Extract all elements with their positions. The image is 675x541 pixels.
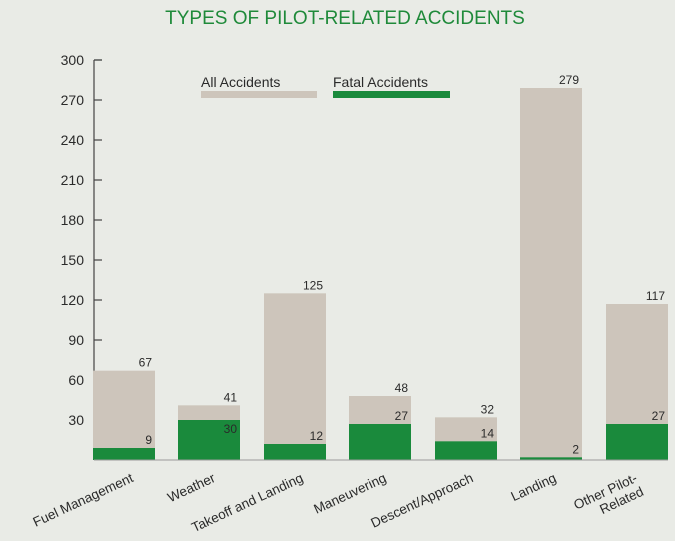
category-label: Other Pilot-Related bbox=[571, 470, 646, 526]
bar-fatal-accidents bbox=[349, 424, 411, 460]
category-label: Weather bbox=[165, 470, 218, 505]
data-label-all: 48 bbox=[395, 381, 409, 395]
bar-fatal-accidents bbox=[178, 420, 240, 460]
data-label-fatal: 30 bbox=[224, 422, 238, 436]
y-tick-label: 120 bbox=[61, 292, 85, 308]
bar-fatal-accidents bbox=[435, 441, 497, 460]
bar-fatal-accidents bbox=[520, 457, 582, 460]
legend: All Accidents Fatal Accidents bbox=[201, 74, 450, 98]
data-label-fatal: 27 bbox=[652, 409, 666, 423]
category-label-text: Fuel Management bbox=[31, 470, 136, 530]
data-label-all: 67 bbox=[139, 356, 153, 370]
legend-label: Fatal Accidents bbox=[333, 74, 428, 90]
y-tick-label: 240 bbox=[61, 132, 85, 148]
y-tick-label: 60 bbox=[68, 372, 84, 388]
bars: 67 9 41 30 125 12 48 27 32 14 279 2 117 27 bbox=[93, 73, 668, 461]
data-label-all: 279 bbox=[559, 73, 579, 87]
category-label-text: Weather bbox=[165, 470, 218, 505]
bar-fatal-accidents bbox=[606, 424, 668, 460]
y-axis: 30 60 90 120 150 180 210 240 270 300 bbox=[61, 52, 102, 460]
y-tick-label: 30 bbox=[68, 412, 84, 428]
y-tick-label: 270 bbox=[61, 92, 85, 108]
y-tick-label: 210 bbox=[61, 172, 85, 188]
legend-label: All Accidents bbox=[201, 74, 280, 90]
data-label-all: 125 bbox=[303, 278, 323, 292]
y-tick-label: 180 bbox=[61, 212, 85, 228]
legend-swatch bbox=[333, 91, 450, 98]
data-label-fatal: 2 bbox=[572, 442, 579, 456]
y-tick-label: 150 bbox=[61, 252, 85, 268]
data-label-fatal: 14 bbox=[481, 426, 495, 440]
y-tick-label: 90 bbox=[68, 332, 84, 348]
category-label: Fuel Management bbox=[31, 470, 136, 530]
category-label: Landing bbox=[509, 470, 559, 504]
data-label-fatal: 27 bbox=[395, 409, 409, 423]
legend-swatch bbox=[201, 91, 317, 98]
data-label-all: 32 bbox=[481, 402, 495, 416]
category-label: Maneuvering bbox=[311, 470, 388, 517]
chart-title: TYPES OF PILOT-RELATED ACCIDENTS bbox=[165, 8, 525, 29]
data-label-all: 41 bbox=[224, 390, 238, 404]
bar-fatal-accidents bbox=[264, 444, 326, 460]
bar-fatal-accidents bbox=[93, 448, 155, 460]
category-label-text: Maneuvering bbox=[311, 470, 388, 517]
data-label-all: 117 bbox=[646, 289, 665, 303]
y-tick-label: 300 bbox=[61, 52, 85, 68]
data-label-fatal: 12 bbox=[310, 429, 324, 443]
data-label-fatal: 9 bbox=[145, 433, 152, 447]
bar-all-accidents bbox=[520, 88, 582, 460]
bar-all-accidents bbox=[264, 293, 326, 460]
bar-all-accidents bbox=[93, 370, 155, 460]
category-label-text: Other Pilot-Related bbox=[571, 470, 646, 526]
category-label-text: Landing bbox=[509, 470, 559, 504]
